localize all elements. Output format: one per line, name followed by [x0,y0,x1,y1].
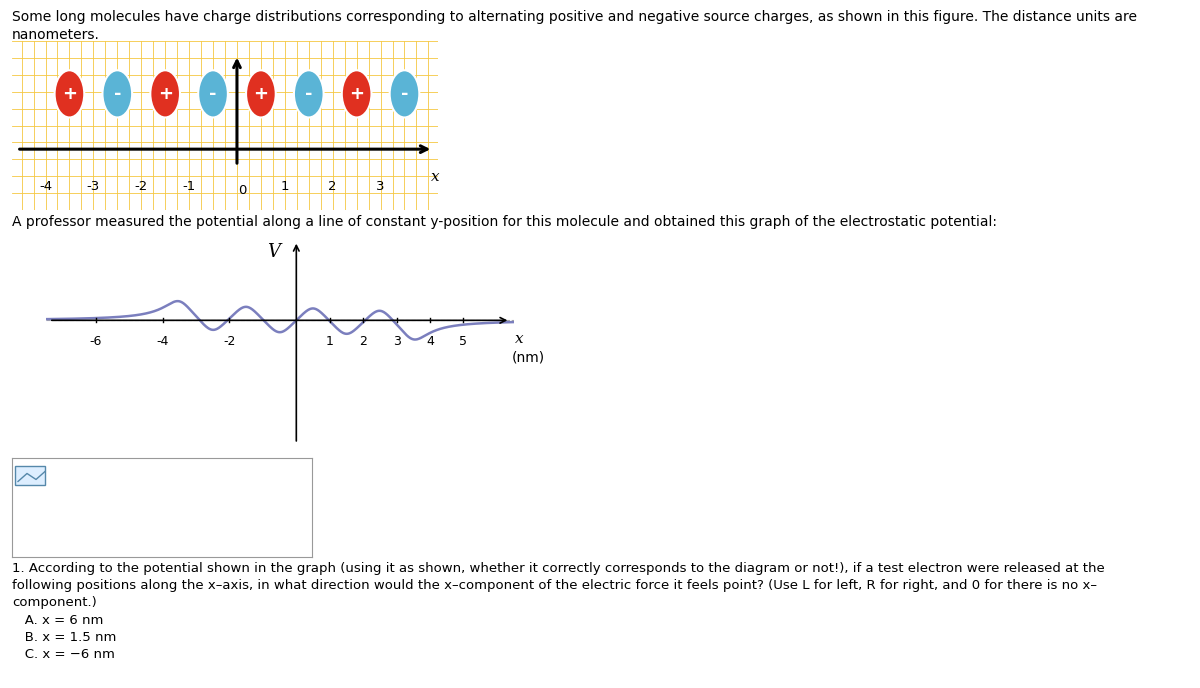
Text: A. x = 6 nm: A. x = 6 nm [12,614,103,627]
Text: -1: -1 [182,180,196,193]
Text: +: + [253,85,269,103]
Text: 3: 3 [377,180,385,193]
Text: 1. According to the potential shown in the graph (using it as shown, whether it : 1. According to the potential shown in t… [12,562,1105,575]
FancyBboxPatch shape [14,466,46,486]
Ellipse shape [246,70,276,118]
Text: -: - [209,85,217,103]
Text: -: - [401,85,408,103]
Text: x: x [431,171,440,184]
Text: 2: 2 [329,180,337,193]
Ellipse shape [102,70,132,118]
Text: -4: -4 [156,335,169,348]
Text: nanometers.: nanometers. [12,28,100,41]
Text: -4: -4 [38,180,52,193]
Text: -2: -2 [223,335,235,348]
Text: +: + [157,85,173,103]
Text: Some long molecules have charge distributions corresponding to alternating posit: Some long molecules have charge distribu… [12,10,1138,24]
Ellipse shape [390,70,419,118]
Text: C. x = −6 nm: C. x = −6 nm [12,648,115,661]
Text: +: + [62,85,77,103]
Text: following positions along the x–axis, in what direction would the x–component of: following positions along the x–axis, in… [12,579,1097,592]
Text: 5: 5 [460,335,468,348]
Text: 1: 1 [326,335,334,348]
Text: -: - [114,85,121,103]
Text: 4: 4 [426,335,434,348]
Ellipse shape [54,70,84,118]
Text: +: + [349,85,364,103]
Text: V: V [266,243,280,261]
Text: -3: -3 [86,180,100,193]
Text: 1: 1 [281,180,289,193]
Text: -2: -2 [134,180,148,193]
Text: 3: 3 [392,335,401,348]
Text: 0: 0 [239,184,247,197]
Text: component.): component.) [12,596,97,610]
Text: (nm): (nm) [512,350,545,365]
Ellipse shape [294,70,324,118]
Text: B. x = 1.5 nm: B. x = 1.5 nm [12,631,116,644]
Text: -6: -6 [90,335,102,348]
Text: 2: 2 [359,335,367,348]
Text: x: x [515,332,524,346]
Ellipse shape [342,70,372,118]
Text: A professor measured the potential along a line of constant y-position for this : A professor measured the potential along… [12,215,997,228]
Text: -: - [305,85,312,103]
Ellipse shape [150,70,180,118]
Ellipse shape [198,70,228,118]
